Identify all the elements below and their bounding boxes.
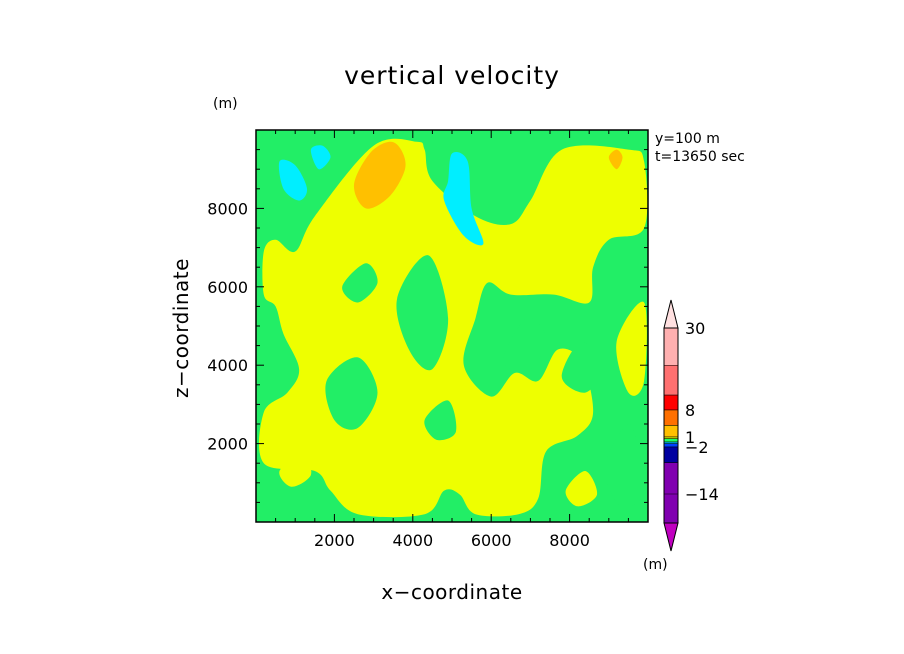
axis-ticks — [256, 130, 648, 522]
annotation-y-position: y=100 m — [655, 131, 720, 147]
colorbar-segment — [663, 443, 679, 448]
colorbar-segment — [663, 409, 679, 426]
colorbar-label: 1 — [685, 428, 695, 447]
colorbar-label: −14 — [685, 485, 719, 504]
colorbar-frame — [663, 327, 679, 524]
y-tick-label: 4000 — [207, 356, 248, 375]
x-tick-label: 8000 — [549, 531, 590, 550]
x-axis-unit: (m) — [643, 557, 668, 573]
y-tick-label: 6000 — [207, 278, 248, 297]
colorbar-label: −2 — [685, 438, 709, 457]
annotation-time: t=13650 sec — [655, 149, 745, 165]
z-axis-unit: (m) — [213, 96, 238, 112]
contour-region-zero-2 — [396, 255, 449, 371]
contour-region-zero-6 — [424, 400, 457, 441]
x-tick-labels: 2000 4000 6000 8000 — [314, 531, 590, 550]
colorbar-segment — [663, 327, 679, 366]
contour-region-negative-14 — [310, 145, 331, 170]
x-axis-label: x−coordinate — [381, 580, 522, 604]
y-tick-label: 2000 — [207, 435, 248, 454]
contour-region-strong-positive-11 — [353, 141, 406, 209]
y-axis-label: z−coordinate — [169, 258, 193, 398]
contour-region-zero-1 — [325, 357, 378, 430]
contour-region-negative-13 — [278, 159, 308, 201]
colorbar-segment — [663, 446, 679, 463]
plot-area — [256, 130, 648, 522]
contour-region-strong-positive-12 — [608, 149, 623, 170]
y-tick-labels: 2000 4000 6000 8000 — [207, 199, 248, 453]
colorbar-label: 8 — [685, 401, 695, 420]
colorbar-segment — [663, 493, 679, 524]
colorbar-labels: 30 8 1−2 −14 — [685, 319, 719, 504]
colorbar-segment — [663, 394, 679, 411]
chart-title: vertical velocity — [344, 61, 560, 90]
x-tick-label: 4000 — [392, 531, 433, 550]
colorbar — [663, 299, 679, 552]
contour-region-zero-5 — [342, 263, 378, 303]
y-tick-label: 8000 — [207, 199, 248, 218]
contour-region-positive-8 — [616, 301, 647, 396]
colorbar-segment — [663, 438, 679, 443]
x-tick-label: 2000 — [314, 531, 355, 550]
contour-region-zero-4 — [561, 341, 602, 393]
contour-region-zero-3 — [502, 317, 547, 371]
contour-region-positive-9 — [279, 455, 312, 487]
contour-regions — [258, 138, 648, 518]
contour-region-positive-10 — [565, 470, 598, 507]
colorbar-segment — [663, 365, 679, 396]
contour-region-negative-15 — [443, 152, 484, 246]
colorbar-top-triangle — [663, 299, 679, 329]
contour-region-zero-7 — [604, 423, 646, 508]
colorbar-label: 30 — [685, 319, 705, 338]
colorbar-bottom-triangle — [663, 522, 679, 552]
colorbar-segment — [663, 425, 679, 438]
x-tick-label: 6000 — [471, 531, 512, 550]
